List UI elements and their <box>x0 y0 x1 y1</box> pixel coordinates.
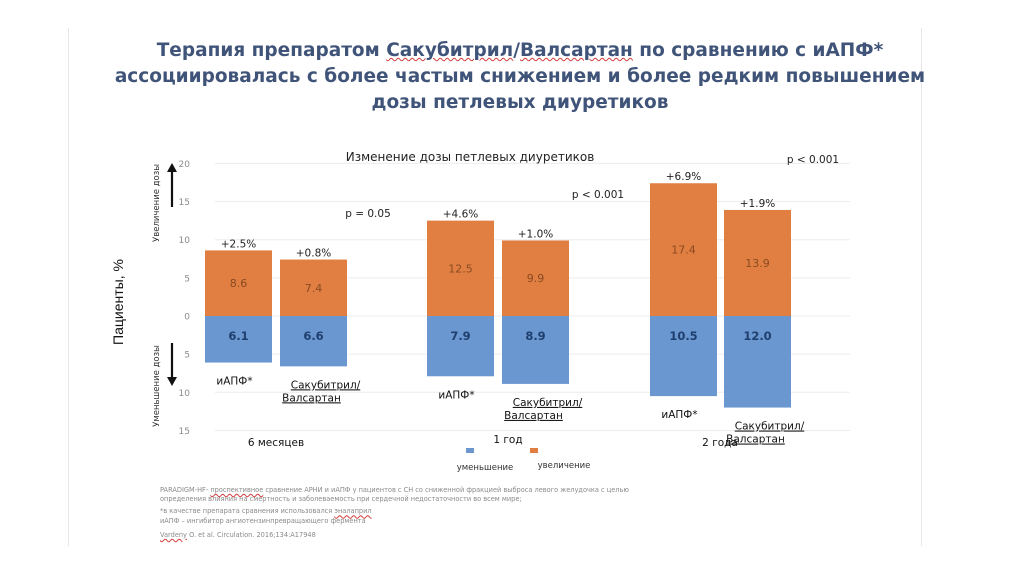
footnote-text: проспективное <box>210 486 264 494</box>
legend-swatch-decrease <box>466 448 474 453</box>
y-lower-label: Уменьшение дозы <box>152 345 162 427</box>
value-label-decrease: 12.0 <box>743 329 771 343</box>
bar-increase <box>650 183 717 316</box>
y-tick-label: 10 <box>179 236 191 246</box>
net-change-label: +1.0% <box>518 228 553 240</box>
down-arrow-icon <box>167 377 177 386</box>
y-tick-label: 20 <box>179 160 191 170</box>
bar-decrease <box>650 316 717 397</box>
value-label-increase: 9.9 <box>527 272 545 285</box>
category-label: иАПФ* <box>661 409 697 421</box>
bars <box>205 183 791 408</box>
title-drug-1: Сакубитрил <box>386 40 514 61</box>
footnote-text: *в качестве препарата сравнения использо… <box>160 507 335 516</box>
slide-title: Терапия препаратом Сакубитрил/Валсартан … <box>100 38 940 116</box>
bar-decrease <box>724 316 791 408</box>
footnote-abbreviation: иАПФ – ингибитор ангиотензинпревращающег… <box>160 516 366 525</box>
y-tick-label: 5 <box>184 351 190 361</box>
value-label-increase: 7.4 <box>305 282 323 295</box>
p-value-label: p < 0.001 <box>787 154 839 166</box>
value-label-decrease: 7.9 <box>450 329 470 343</box>
reference-author: Vardeny <box>160 530 187 539</box>
bar-decrease <box>205 316 272 363</box>
bar-increase <box>427 220 494 316</box>
bar-increase <box>280 259 347 316</box>
period-label: 2 года <box>702 437 738 449</box>
slide-frame-left <box>68 28 69 546</box>
footnote-study-cont: определения влияния на смертность и забо… <box>160 495 522 504</box>
y-tick-label: 15 <box>179 198 190 208</box>
y-tick-label: 10 <box>179 389 191 399</box>
category-label: Сакубитрил/ <box>291 379 361 391</box>
category-label: Сакубитрил/ <box>513 397 583 409</box>
title-line-2: ассоциировалась с более частым снижением… <box>114 66 926 87</box>
net-change-label: +1.9% <box>740 198 775 210</box>
value-label-decrease: 6.6 <box>303 329 323 343</box>
bar-decrease <box>427 316 494 377</box>
category-label: иАПФ* <box>216 376 252 388</box>
footnote-comparator: *в качестве препарата сравнения использо… <box>160 507 760 516</box>
footnote-reference: Vardeny O. et al. Circulation. 2016;134:… <box>160 531 760 540</box>
up-arrow-icon <box>167 163 177 172</box>
category-label: Валсартан <box>504 410 563 422</box>
legend-label-decrease: уменьшение <box>457 463 514 473</box>
bar-decrease <box>280 316 347 367</box>
title-separator: / <box>513 40 521 61</box>
value-label-increase: 8.6 <box>230 277 248 290</box>
bar-decrease <box>502 316 569 384</box>
footnote-text: сравнение АРНИ и иАПФ у пациентов с СН с… <box>263 486 629 494</box>
period-label: 1 год <box>493 434 522 446</box>
reference-text: O. et al. Circulation. 2016;134:A17948 <box>186 530 316 539</box>
title-drug-2: Валсартан <box>520 40 633 61</box>
title-line-3: дозы петлевых диуретиков <box>371 92 669 113</box>
footnote-text: PARADIGM-HF- <box>160 486 211 494</box>
bar-increase <box>205 250 272 316</box>
y-tick-label: 0 <box>184 313 190 323</box>
y-axis-title: Пациенты, % <box>110 259 126 345</box>
category-label: Валсартан <box>282 392 341 404</box>
title-text: по сравнению с иАПФ* <box>632 40 884 61</box>
footnotes: PARADIGM-HF- проспективное сравнение АРН… <box>160 486 760 540</box>
slide-frame-right <box>921 28 922 546</box>
legend-label-increase: увеличение <box>538 461 591 471</box>
net-change-label: +4.6% <box>443 209 478 221</box>
footnote-text: эналаприл <box>334 507 372 516</box>
bar-increase <box>502 240 569 316</box>
value-label-decrease: 10.5 <box>669 329 697 343</box>
chart-labels: Изменение дозы петлевых диуретиков 8.6 6.1… <box>216 150 839 473</box>
net-change-label: +6.9% <box>666 171 701 183</box>
value-label-decrease: 6.1 <box>228 329 248 343</box>
category-label: Сакубитрил/ <box>735 421 805 433</box>
title-text: Терапия препаратом <box>156 40 387 61</box>
value-label-decrease: 8.9 <box>525 329 545 343</box>
legend-swatch-increase <box>530 448 538 453</box>
p-value-label: p = 0.05 <box>345 208 391 220</box>
p-value-label: p < 0.001 <box>572 189 624 201</box>
value-label-increase: 17.4 <box>671 244 696 257</box>
bar-increase <box>724 209 791 316</box>
value-label-increase: 12.5 <box>448 262 473 275</box>
y-upper-label: Увеличение дозы <box>152 164 162 242</box>
net-change-label: +2.5% <box>221 238 256 250</box>
chart-title: Изменение дозы петлевых диуретиков <box>346 150 595 164</box>
value-label-increase: 13.9 <box>745 257 770 270</box>
y-tick-label: 15 <box>179 427 190 437</box>
net-change-label: +0.8% <box>296 248 331 260</box>
title-line-1: Терапия препаратом Сакубитрил/Валсартан … <box>100 38 940 64</box>
y-tick-label: 5 <box>184 274 190 284</box>
category-label: иАПФ* <box>438 389 474 401</box>
period-label: 6 месяцев <box>248 437 304 449</box>
footnote-study: PARADIGM-HF- проспективное сравнение АРН… <box>160 486 760 495</box>
y-axis: 20 15 10 5 0 5 10 15 Увеличение дозы Уменьшение д… <box>110 160 190 437</box>
category-label: Валсартан <box>726 434 785 446</box>
